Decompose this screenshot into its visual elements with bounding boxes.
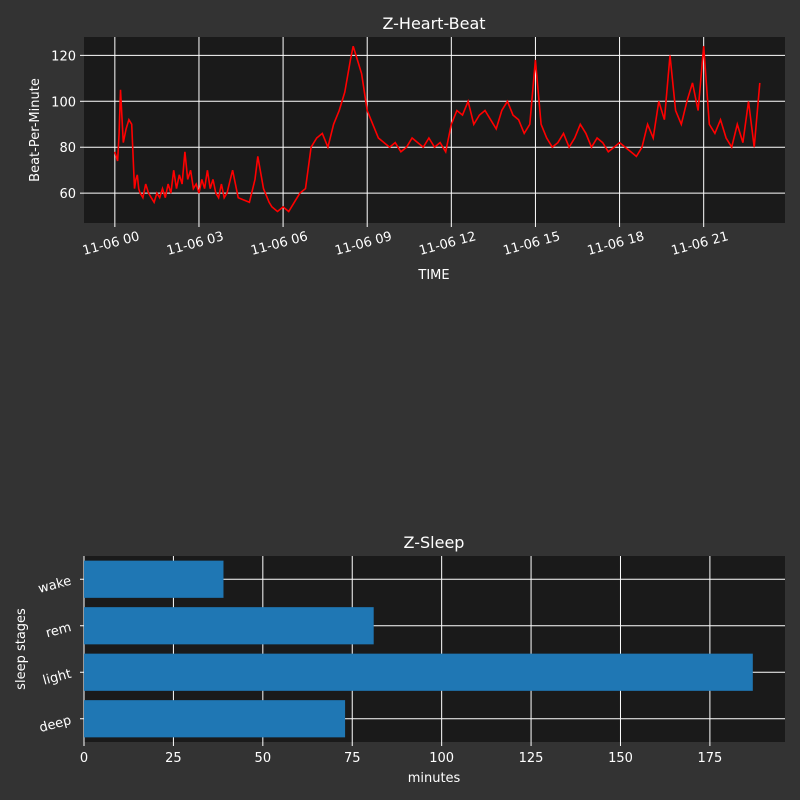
sleep-bars xyxy=(84,560,753,738)
sleep-x-tick-label: 100 xyxy=(429,751,454,766)
heart-beat-y-tick-label: 80 xyxy=(59,141,76,156)
sleep-y-tick-label: rem xyxy=(44,620,73,641)
heart-beat-y-tick-label: 60 xyxy=(59,187,76,202)
sleep-x-tick-label: 0 xyxy=(80,751,88,766)
heart-beat-ylabel: Beat-Per-Minute xyxy=(28,78,43,182)
sleep-x-tick-label: 175 xyxy=(697,751,722,766)
heart-beat-series-line xyxy=(114,45,761,213)
heart-beat-y-tick-label: 120 xyxy=(51,49,76,64)
sleep-x-tick-label: 25 xyxy=(165,751,182,766)
sleep-xlabel: minutes xyxy=(408,771,461,786)
sleep-x-tick-label: 75 xyxy=(344,751,361,766)
sleep-x-tick-label: 125 xyxy=(519,751,544,766)
heart-beat-xlabel: TIME xyxy=(417,268,449,283)
heart-beat-plot-area xyxy=(84,37,785,223)
sleep-x-tick-label: 50 xyxy=(255,751,272,766)
sleep-ylabel: sleep stages xyxy=(14,608,29,690)
sleep-bar-deep xyxy=(84,700,346,738)
sleep-bar-wake xyxy=(84,560,224,598)
heart-beat-y-tick-label: 100 xyxy=(51,95,76,110)
sleep-bar-light xyxy=(84,653,753,691)
sleep-bar-rem xyxy=(84,607,374,645)
heart-beat-title: Z-Heart-Beat xyxy=(382,14,485,33)
sleep-y-tick-label: light xyxy=(41,667,73,689)
sleep-title: Z-Sleep xyxy=(404,533,465,552)
sleep-x-tick-label: 150 xyxy=(608,751,633,766)
